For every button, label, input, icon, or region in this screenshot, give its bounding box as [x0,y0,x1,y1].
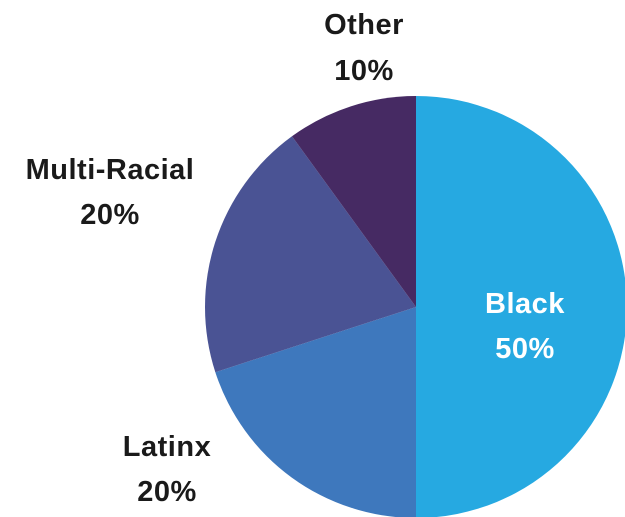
slice-value-label-multi-racial: 20% [80,199,140,231]
pie-slice-multi-racial [205,136,416,373]
pie-slice-latinx [215,307,416,517]
pie-slice-other [291,96,416,307]
slice-label-other: Other [324,9,404,41]
slice-value-label-latinx: 20% [137,476,197,508]
pie-slice-black [416,96,625,517]
slice-label-black: Black [485,288,565,320]
slice-value-label-black: 50% [495,333,555,365]
slice-value-label-other: 10% [334,55,394,87]
slice-label-latinx: Latinx [123,431,211,463]
slice-label-multi-racial: Multi-Racial [26,154,195,186]
